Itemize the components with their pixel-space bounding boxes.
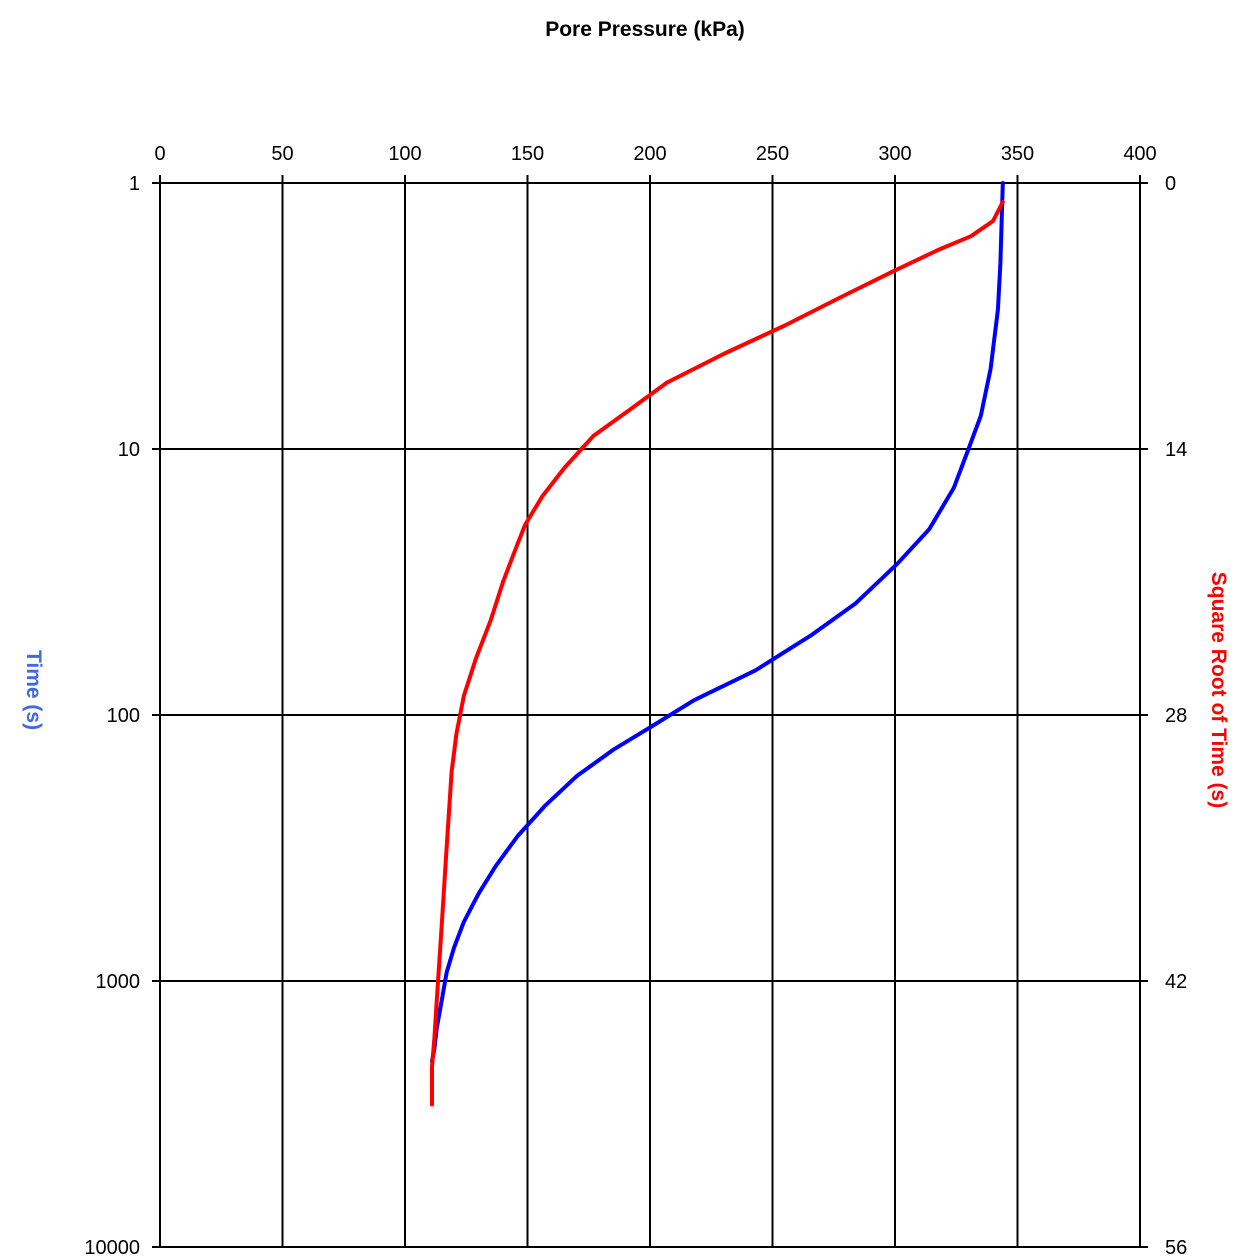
x-tick-label: 150 [511,143,544,165]
left-y-axis-ticks: 1 10 100 1000 10000 [84,173,160,1259]
x-tick-label: 100 [388,143,421,165]
x-tick-label: 400 [1123,143,1156,165]
left-y-tick-label: 1 [129,173,140,195]
right-y-axis-label: Square Root of Time (s) [1207,572,1230,808]
x-tick-label: 50 [271,143,293,165]
left-y-tick-label: 1000 [96,971,141,993]
right-y-tick-label: 14 [1165,439,1187,461]
chart-title: Pore Pressure (kPa) [545,18,745,41]
series-lines [430,181,1005,1107]
left-y-tick-label: 10 [118,439,140,461]
x-tick-label: 250 [756,143,789,165]
x-tick-label: 200 [633,143,666,165]
right-y-tick-label: 56 [1165,1237,1187,1259]
right-y-tick-label: 42 [1165,971,1187,993]
right-y-tick-label: 0 [1165,173,1176,195]
x-tick-label: 300 [878,143,911,165]
x-axis-ticks: 0 50 100 150 200 250 300 350 400 [154,143,1157,183]
sqrt-time-series-line [430,200,1005,1107]
right-y-axis-ticks: 0 14 28 42 56 [1140,173,1187,1259]
left-y-tick-label: 10000 [84,1237,140,1259]
x-tick-label: 350 [1001,143,1034,165]
horizontal-gridlines [160,182,1140,1248]
right-y-tick-label: 28 [1165,705,1187,727]
left-y-tick-label: 100 [107,705,140,727]
time-series-line [430,181,1005,1064]
x-tick-label: 0 [154,143,165,165]
left-y-axis-label: Time (s) [22,650,45,730]
